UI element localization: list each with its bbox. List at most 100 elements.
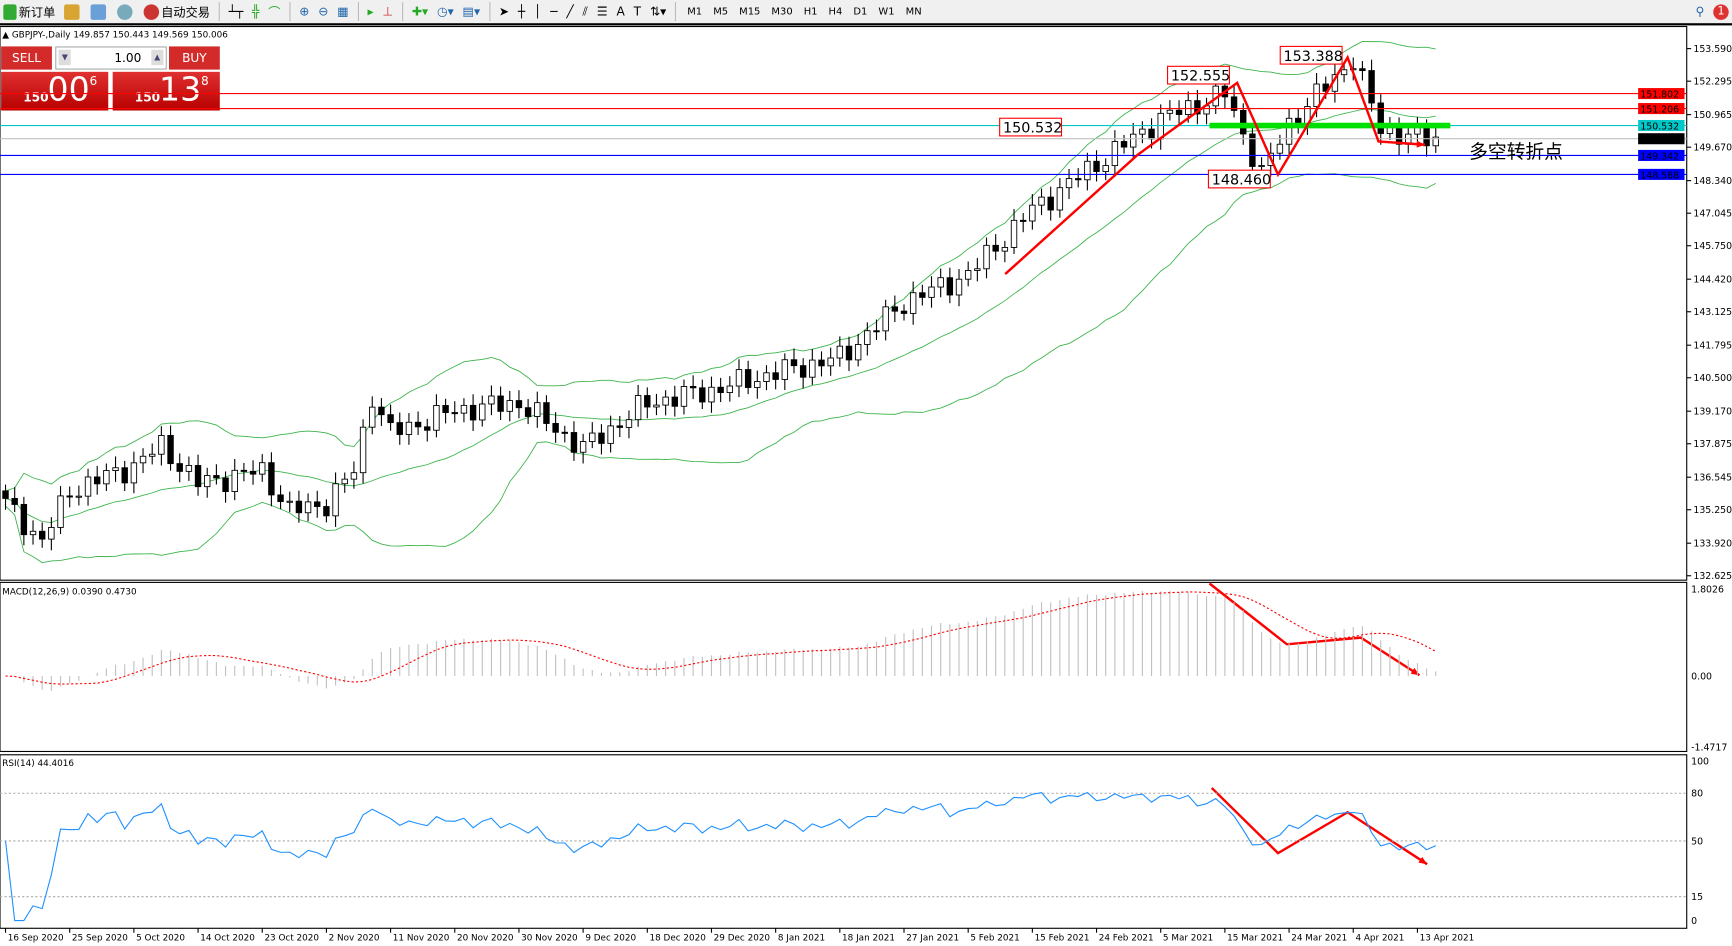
date-label: 24 Mar 2021 [1291,933,1347,943]
trendline-icon[interactable]: ╱ [566,4,574,19]
price-tick-label: 135.250 [1693,505,1732,516]
crosshair-icon[interactable]: ┼ [517,4,526,19]
candle-body [754,381,761,388]
indicators-icon[interactable]: ✚▾ [411,4,429,19]
candle-body [1093,160,1100,172]
cursor-icon[interactable]: ➤ [498,4,510,19]
candle-body [763,372,770,382]
lot-size-stepper[interactable]: ▼ 1.00 ▲ [55,46,167,70]
candle-body [1029,204,1036,222]
equidistant-channel-icon[interactable]: ⫽ [582,3,588,19]
candle-body [781,359,789,380]
signals-button[interactable] [114,1,138,22]
buy-price[interactable]: 150 13 8 [112,71,220,111]
sell-button[interactable]: SELL [1,46,52,70]
text-icon[interactable]: A [616,4,625,19]
bar-chart-button[interactable]: ┴┬ [228,4,244,19]
text-label-icon[interactable]: T [633,4,642,19]
price-level-label: 150.532 [1640,121,1679,132]
candle-body [1120,141,1128,148]
timeframe-m15[interactable]: M15 [739,6,761,18]
price-tick-label: 152.295 [1693,76,1732,87]
decrease-lot-icon[interactable]: ▼ [58,49,72,66]
horizontal-line-icon[interactable]: ─ [550,4,558,19]
candle-body [369,406,376,428]
candle-body [946,277,954,296]
candle-body [268,462,275,496]
macd-tick-label: -1.4717 [1691,742,1727,753]
line-chart-button[interactable]: ⌒ [268,4,281,20]
candle-body [286,500,293,503]
price-tick-label: 139.170 [1693,407,1732,418]
price-level-badge [1638,103,1685,115]
candle-body [1074,178,1082,181]
new-order-button[interactable]: 新订单 [0,1,59,22]
candle-body [625,419,633,428]
tile-windows-icon[interactable]: ▦ [337,4,349,19]
search-icon[interactable]: ⚲ [1695,4,1705,19]
price-level-badge [1638,133,1685,145]
rsi-label: RSI(14) 44.4016 [2,759,74,769]
chart-shift-icon[interactable]: ⊥ [382,4,394,19]
price-callout-label: 150.532 [1003,121,1062,137]
candle-body [1414,127,1421,135]
candlestick-button[interactable]: ╬ [252,4,260,19]
candle-body [809,359,816,378]
toolbar: 新订单 自动交易 ┴┬ ╬ ⌒ ⊕ ⊖ ▦ ▸ ⊥ ✚▾ ◷▾ ▤▾ ➤ ┼ │… [0,0,1732,26]
candle-body [891,306,899,312]
timeframe-w1[interactable]: W1 [878,6,895,18]
auto-scroll-icon[interactable]: ▸ [367,4,374,19]
candle-body [708,386,715,403]
auto-trading-icon [143,3,160,20]
date-label: 18 Jan 2021 [842,933,895,943]
timeframe-m5[interactable]: M5 [713,6,729,18]
price-callout-label: 152.555 [1171,69,1230,85]
periods-icon[interactable]: ◷▾ [436,4,454,19]
date-label: 8 Jan 2021 [778,933,825,943]
navigator-button[interactable] [87,1,111,22]
candle-body [1139,128,1146,135]
zoom-out-icon[interactable]: ⊖ [318,4,329,19]
candle-body [396,422,403,435]
candle-body [1175,109,1183,115]
buy-button[interactable]: BUY [169,46,220,70]
lot-size-input[interactable]: 1.00 [114,50,142,66]
candle-body [909,292,917,314]
templates-icon[interactable]: ▤▾ [462,4,481,19]
auto-trading-button[interactable]: 自动交易 [140,1,213,22]
candle-body [1047,196,1054,211]
candle-body [744,369,752,388]
candle-body [488,395,495,405]
price-level-label: 151.802 [1640,89,1679,100]
collapse-arrow-icon[interactable]: ▲ [2,29,12,40]
candle-body [479,403,486,421]
candle-body [231,469,238,492]
vertical-line-icon[interactable]: │ [534,4,542,19]
fibonacci-icon[interactable]: ☰ [596,4,608,19]
zoom-in-icon[interactable]: ⊕ [299,4,310,19]
candle-body [1276,143,1284,154]
date-label: 18 Dec 2020 [650,933,707,943]
candle-body [818,359,825,367]
market-watch-button[interactable] [61,1,85,22]
rsi-tick-label: 100 [1691,757,1709,768]
candle-body [149,453,156,457]
timeframe-h1[interactable]: H1 [803,6,818,18]
arrows-icon[interactable]: ⇅▾ [649,4,667,19]
timeframe-m30[interactable]: M30 [771,6,793,18]
candle-body [277,494,284,503]
timeframe-mn[interactable]: MN [905,6,922,18]
notifications-icon[interactable]: 1 [1710,1,1732,22]
candle-body [662,396,669,406]
timeframe-d1[interactable]: D1 [853,6,868,18]
sell-price[interactable]: 150 00 6 [1,71,109,111]
price-callout-label: 153.388 [1284,49,1343,65]
date-label: 2 Nov 2020 [329,933,380,943]
candle-body [964,270,972,280]
candle-body [634,395,642,421]
timeframe-m1[interactable]: M1 [687,6,703,18]
candle-body [561,431,568,434]
increase-lot-icon[interactable]: ▲ [150,49,164,66]
timeframe-h4[interactable]: H4 [828,6,843,18]
